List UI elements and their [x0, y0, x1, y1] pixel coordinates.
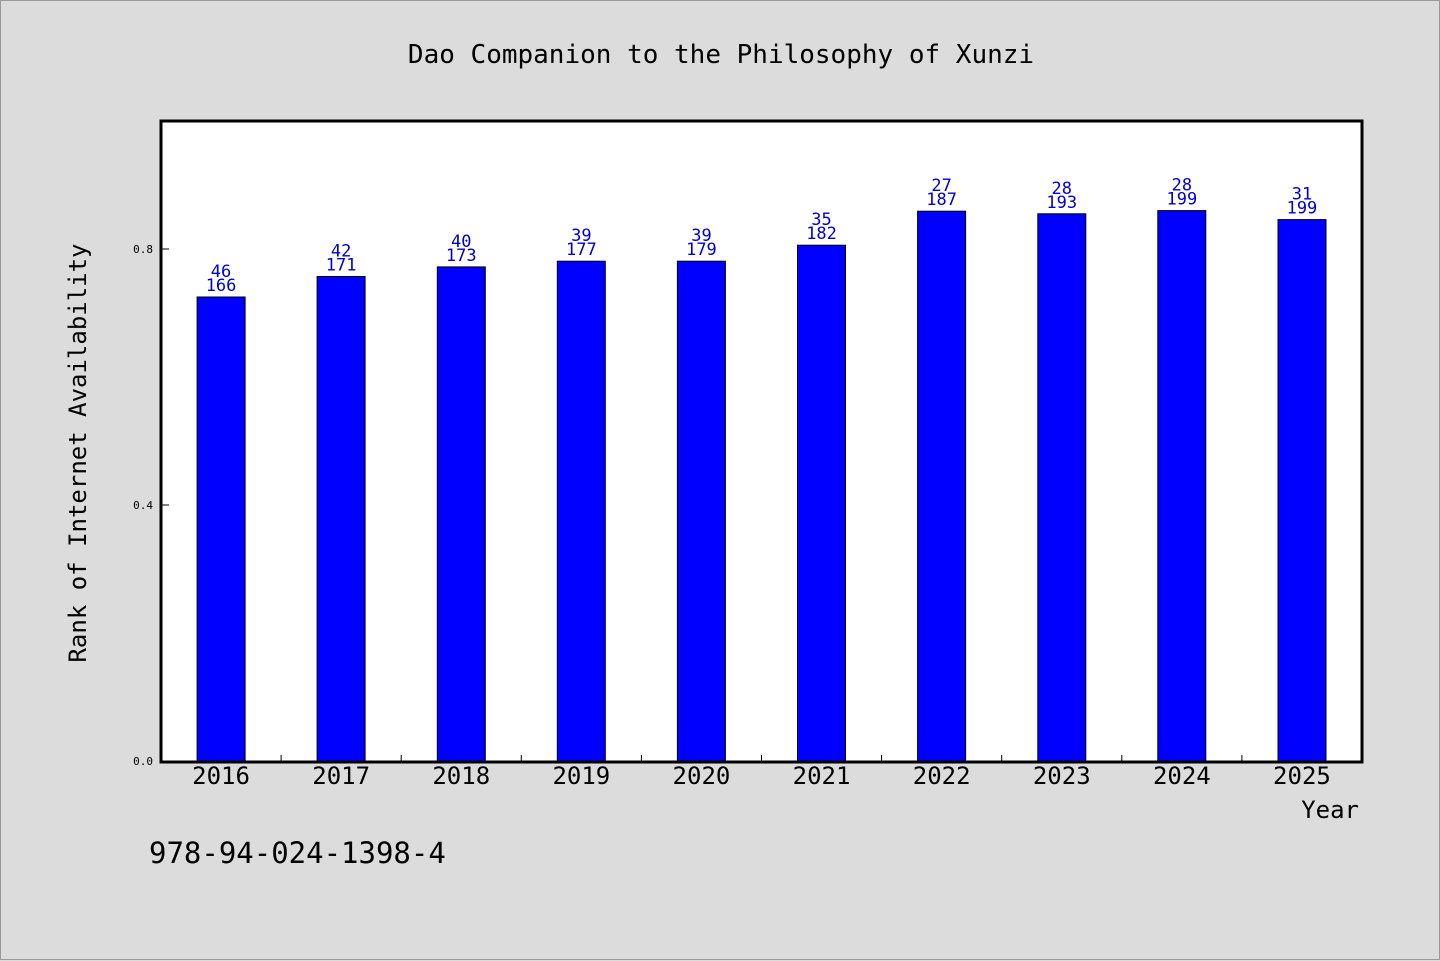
data-label-rank-2024: 28	[1172, 176, 1192, 196]
data-label-rank-2021: 35	[811, 210, 831, 230]
data-label-count-2025: 199	[1287, 199, 1318, 219]
bar-2020	[676, 260, 726, 762]
data-label-count-2019: 177	[566, 240, 597, 260]
y-axis-label: Rank of Internet Availability	[64, 243, 92, 662]
x-tick-label-2023: 2023	[1033, 762, 1091, 790]
data-label-rank-2022: 27	[931, 176, 951, 196]
y-tick-label: 0.4	[133, 499, 153, 512]
bar-2018	[436, 266, 486, 762]
chart-title: Dao Companion to the Philosophy of Xunzi	[408, 40, 1034, 70]
bar-2019	[556, 260, 606, 762]
x-tick-label-2022: 2022	[913, 762, 971, 790]
isbn-text: 978-94-024-1398-4	[149, 836, 446, 870]
y-tick-label: 0.8	[133, 243, 153, 256]
bar-2021	[797, 244, 846, 762]
data-label-count-2020: 179	[686, 240, 717, 260]
data-label-count-2021: 182	[806, 224, 837, 244]
data-label-rank-2019: 39	[571, 226, 591, 246]
x-tick-label-2024: 2024	[1153, 762, 1211, 790]
x-axis-label: Year	[1301, 796, 1359, 824]
data-label-rank-2018: 40	[451, 232, 471, 252]
data-label-count-2016: 166	[206, 276, 237, 296]
data-label-count-2022: 187	[926, 190, 957, 210]
x-tick-label-2020: 2020	[673, 762, 731, 790]
y-tick-group: 0.0 0.4 0.8	[133, 243, 169, 768]
data-labels-group: 4616642171401733917739179351822718728193…	[206, 176, 1318, 296]
x-tick-label-2018: 2018	[432, 762, 490, 790]
data-label-rank-2016: 46	[211, 262, 231, 282]
bar-2023	[1037, 213, 1087, 762]
x-tick-label-2025: 2025	[1273, 762, 1331, 790]
x-tick-label-2016: 2016	[192, 762, 250, 790]
data-label-rank-2017: 42	[331, 242, 351, 262]
data-label-count-2023: 193	[1046, 193, 1077, 213]
bar-2022	[917, 210, 967, 762]
x-tick-label-2017: 2017	[312, 762, 370, 790]
data-label-count-2018: 173	[446, 246, 477, 266]
bar-2025	[1277, 219, 1327, 762]
y-tick-label: 0.0	[133, 755, 153, 768]
bars-group	[196, 210, 1327, 762]
data-label-count-2017: 171	[326, 256, 357, 276]
data-label-rank-2025: 31	[1292, 185, 1312, 205]
x-tick-label-2021: 2021	[793, 762, 851, 790]
data-label-rank-2023: 28	[1052, 179, 1072, 199]
data-label-count-2024: 199	[1166, 190, 1197, 210]
bar-2024	[1157, 210, 1207, 762]
x-tick-label-2019: 2019	[552, 762, 610, 790]
data-label-rank-2020: 39	[691, 226, 711, 246]
bar-2017	[316, 276, 366, 762]
bar-2016	[196, 296, 246, 762]
x-tick-group: 2016 2017 2018 2019 2020 2021 2022 2023 2024 2025	[192, 755, 1331, 790]
